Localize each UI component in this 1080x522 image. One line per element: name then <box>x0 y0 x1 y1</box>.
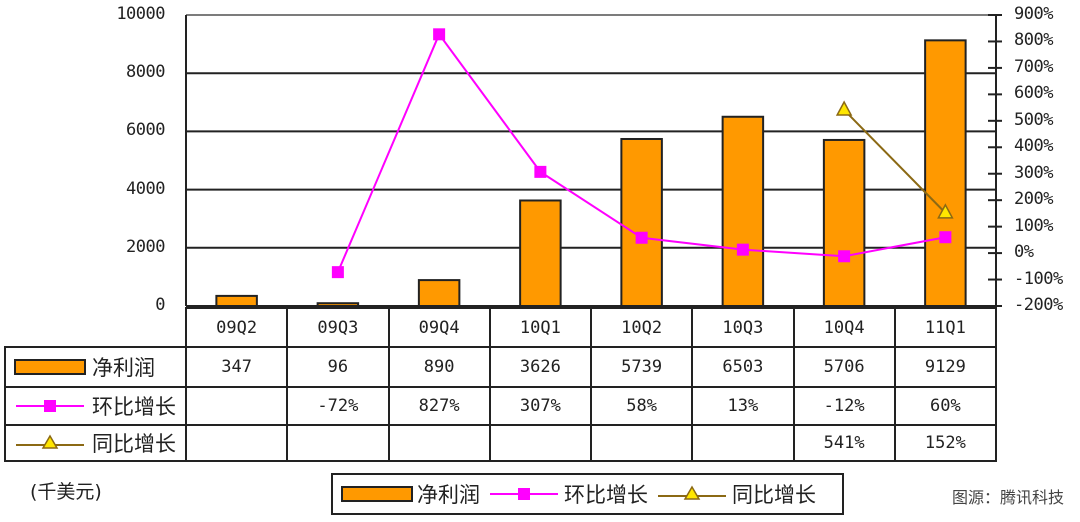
left-axis-tick-label: 2000 <box>126 236 165 257</box>
legend-item-qoq: 环比增长 <box>488 479 648 509</box>
legend: 净利润 环比增长 同比增长 <box>331 473 844 515</box>
table-cell <box>286 424 390 462</box>
category-header: 09Q3 <box>286 307 390 348</box>
square-marker-icon <box>838 250 851 263</box>
table-cell: 5739 <box>589 346 694 388</box>
bar-09Q3 <box>316 302 360 307</box>
row-label: 环比增长 <box>92 395 176 419</box>
right-axis-tick-label: 500% <box>1014 109 1053 130</box>
right-axis-tick-label: 900% <box>1014 4 1053 24</box>
table-cell <box>184 424 289 462</box>
square-marker-icon <box>331 266 344 279</box>
table-row: 净利润 347 96 890 3626 5739 6503 5706 9129 <box>4 346 998 388</box>
right-axis-tick-label: 400% <box>1014 136 1053 157</box>
bar-10Q4 <box>822 138 866 307</box>
square-marker-line-icon <box>490 488 558 500</box>
right-axis-tick-label: 700% <box>1014 56 1053 77</box>
table-cell <box>589 424 694 462</box>
bar-10Q3 <box>721 115 765 308</box>
table-cell: 60% <box>893 386 998 426</box>
table-row: 同比增长 541% 152% <box>4 424 998 462</box>
table-cell: -12% <box>792 386 896 426</box>
bar-10Q2 <box>620 137 663 307</box>
square-marker-icon <box>939 231 952 244</box>
left-axis-tick-label: 6000 <box>126 120 165 141</box>
triangle-marker-line-icon <box>658 485 726 500</box>
data-table: 09Q2 09Q3 09Q4 10Q1 10Q2 10Q3 10Q4 11Q1 净利润 347 96… <box>4 307 998 462</box>
row-label: 同比增长 <box>92 432 176 456</box>
table-cell: 347 <box>184 346 289 388</box>
category-header: 10Q2 <box>589 307 694 348</box>
square-marker-icon <box>534 165 547 178</box>
square-marker-icon <box>635 231 648 244</box>
triangle-marker-icon <box>835 100 853 116</box>
table-cell <box>488 424 593 462</box>
table-cell: 152% <box>893 424 998 462</box>
bar-11Q1 <box>924 39 967 307</box>
legend-item-yoy: 同比增长 <box>656 479 816 509</box>
triangle-marker-line-icon <box>16 434 84 449</box>
left-axis-tick-label: 0 <box>155 295 165 315</box>
category-header: 09Q2 <box>184 307 289 348</box>
table-row: 环比增长 -72% 827% 307% 58% 13% -12% 60% <box>4 386 998 426</box>
square-marker-icon <box>736 243 749 256</box>
table-cell: 58% <box>589 386 694 426</box>
left-axis-tick-label: 8000 <box>126 62 165 83</box>
left-axis-tick-label: 10000 <box>116 4 165 24</box>
bar-09Q4 <box>417 279 461 308</box>
category-header: 10Q4 <box>792 307 896 348</box>
right-axis-tick-label: -100% <box>1014 268 1063 289</box>
square-marker-line-icon <box>16 399 84 412</box>
right-axis-tick-label: 600% <box>1014 83 1053 104</box>
category-header: 11Q1 <box>893 307 998 348</box>
table-cell: 96 <box>286 346 390 388</box>
left-axis-tick-label: 4000 <box>126 178 165 199</box>
bar-swatch-icon <box>341 486 413 502</box>
bar-swatch-icon <box>14 358 86 375</box>
right-axis-tick-label: -200% <box>1014 295 1063 315</box>
right-axis-tick-label: 100% <box>1014 215 1053 236</box>
right-axis-tick-label: 300% <box>1014 162 1053 183</box>
table-cell: 3626 <box>488 346 593 388</box>
legend-item-net-profit: 净利润 <box>341 479 480 509</box>
row-label: 净利润 <box>92 356 155 380</box>
right-axis-tick-label: 200% <box>1014 189 1053 210</box>
table-cell: 6503 <box>691 346 795 388</box>
table-cell: 9129 <box>893 346 998 388</box>
table-cell: 307% <box>488 386 593 426</box>
legend-label: 净利润 <box>417 483 480 507</box>
legend-label: 同比增长 <box>732 483 816 507</box>
table-cell: 5706 <box>792 346 896 388</box>
table-cell: 890 <box>387 346 491 388</box>
source-credit: 图源：腾讯科技 <box>952 488 1065 507</box>
right-axis-tick-label: 800% <box>1014 30 1053 51</box>
table-cell <box>387 424 491 462</box>
table-cell <box>184 386 289 426</box>
bar-10Q1 <box>519 199 562 307</box>
table-cell <box>691 424 795 462</box>
category-header: 10Q3 <box>691 307 795 348</box>
bar-09Q2 <box>215 294 258 308</box>
category-header: 10Q1 <box>488 307 593 348</box>
table-cell: 541% <box>792 424 896 462</box>
table-cell: -72% <box>286 386 390 426</box>
category-header: 09Q4 <box>387 307 491 348</box>
unit-label: (千美元) <box>30 481 102 503</box>
table-cell: 13% <box>691 386 795 426</box>
legend-label: 环比增长 <box>564 483 648 507</box>
line-yoy <box>843 109 947 214</box>
table-cell: 827% <box>387 386 491 426</box>
right-axis-tick-label: 0% <box>1014 242 1034 263</box>
square-marker-icon <box>433 28 446 41</box>
triangle-marker-icon <box>937 203 954 219</box>
